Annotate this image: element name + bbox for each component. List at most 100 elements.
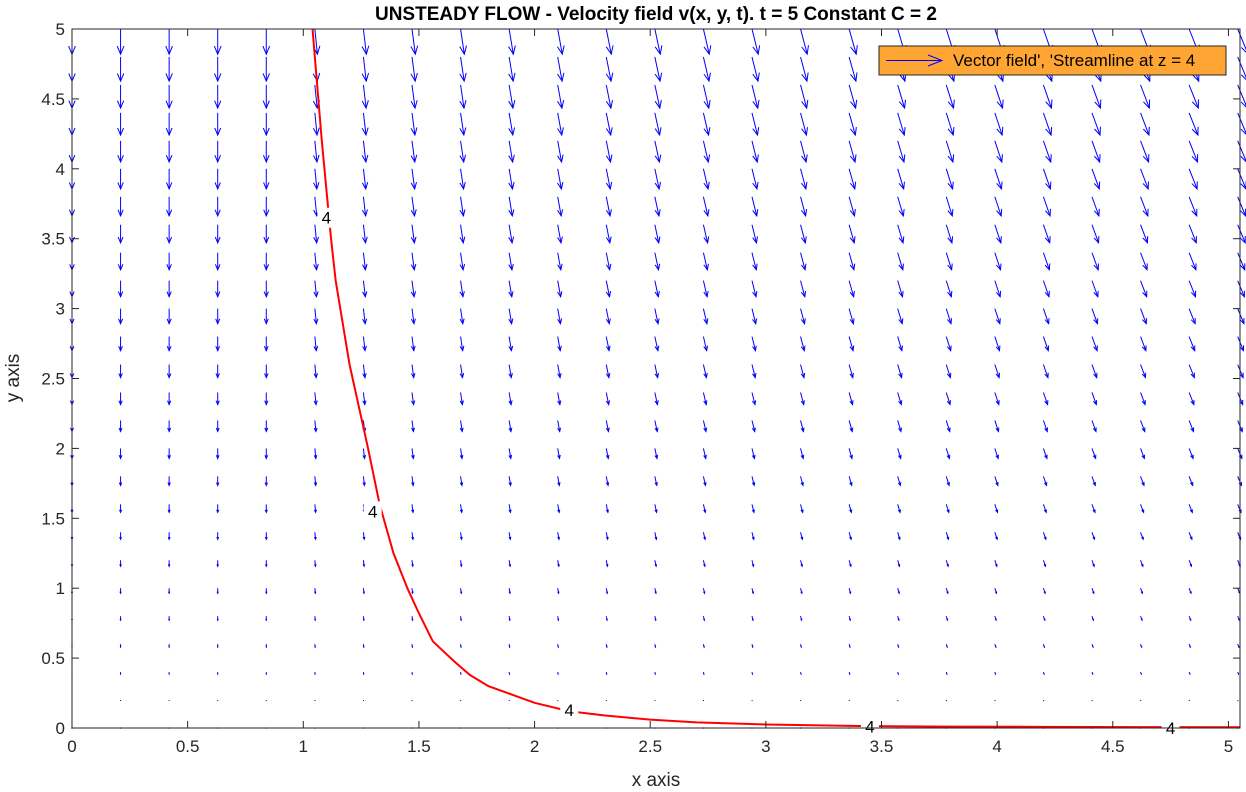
vector-arrow [1237, 671, 1240, 676]
vector-arrow [167, 504, 171, 514]
vector-arrow [751, 196, 759, 218]
vector-arrow [848, 420, 854, 433]
vector-arrow [605, 504, 609, 514]
vector-arrow [848, 308, 855, 325]
vector-arrow [508, 476, 512, 487]
vector-arrow [557, 224, 563, 245]
vector-arrow [508, 616, 511, 622]
vector-arrow [214, 140, 222, 164]
contour-label: 4 [322, 209, 331, 228]
x-tick-label: 3.5 [870, 737, 894, 756]
vector-arrow [362, 448, 367, 460]
vector-arrow [751, 392, 757, 406]
vector-arrow [994, 308, 1001, 325]
vector-arrow [605, 392, 611, 406]
vector-arrow [1140, 615, 1143, 622]
vector-arrow [1237, 336, 1245, 352]
vector-arrow [167, 420, 172, 433]
vector-arrow [605, 616, 608, 622]
vector-arrow [848, 224, 856, 245]
vector-arrow [165, 168, 173, 191]
vector-arrow [216, 532, 220, 541]
vector-arrow [1237, 308, 1245, 325]
vector-arrow [1042, 224, 1051, 245]
vector-arrow [262, 112, 270, 137]
vector-arrow [362, 672, 365, 676]
vector-arrow [557, 336, 562, 352]
vector-arrow [654, 308, 660, 325]
vector-arrow [1188, 336, 1196, 352]
vector-arrow [654, 616, 657, 622]
contour-label-background [363, 501, 382, 522]
vector-arrow [702, 112, 711, 137]
vector-arrow [214, 196, 221, 218]
vector-arrow [848, 532, 852, 541]
vector-arrow [1140, 560, 1144, 568]
vector-arrow [263, 308, 269, 325]
vector-arrow [702, 560, 706, 568]
vector-arrow [994, 280, 1002, 298]
vector-arrow [654, 420, 659, 433]
vector-arrow [605, 560, 609, 568]
vector-arrow [1042, 504, 1047, 514]
vector-arrow [1188, 196, 1198, 218]
vector-arrow [263, 168, 270, 191]
vector-arrow [459, 336, 465, 352]
vector-arrow [702, 448, 707, 460]
vector-arrow [751, 364, 757, 379]
vector-arrow [654, 56, 663, 83]
vector-arrow [994, 504, 999, 514]
vector-arrow [216, 588, 219, 595]
vector-arrow [605, 448, 610, 460]
vector-arrow [459, 448, 464, 460]
vector-arrow [117, 112, 125, 137]
vector-arrow [313, 308, 319, 325]
vector-arrow [848, 364, 854, 379]
vector-arrow [1237, 615, 1240, 622]
vector-arrow [312, 140, 320, 164]
y-tick-label: 3.5 [41, 230, 65, 249]
vector-arrow [508, 252, 514, 272]
vector-arrow [654, 476, 658, 487]
vector-arrow [654, 140, 662, 164]
vector-arrow [216, 504, 220, 514]
vector-arrow [313, 420, 318, 433]
vector-arrow [994, 588, 998, 595]
vector-arrow [263, 224, 270, 245]
vector-arrow [557, 112, 564, 137]
vector-arrow [214, 56, 222, 83]
contour-label: 4 [865, 718, 874, 737]
vector-arrow [167, 532, 171, 541]
vector-arrow [751, 168, 759, 191]
vector-arrow [118, 308, 124, 325]
vector-arrow [994, 140, 1003, 164]
vector-arrow [605, 476, 610, 487]
vector-arrow [1188, 168, 1198, 191]
vector-arrow [1042, 671, 1045, 676]
vector-arrow [314, 644, 316, 649]
vector-arrow [751, 560, 755, 568]
y-tick-label: 4.5 [41, 90, 65, 109]
vector-arrow [751, 476, 756, 487]
vector-arrow [1091, 280, 1099, 298]
vector-arrow [994, 616, 997, 622]
vector-arrow [119, 504, 123, 514]
vector-arrow [1042, 336, 1050, 352]
vector-arrow [362, 532, 366, 541]
vector-arrow [654, 168, 661, 191]
vector-arrow [362, 616, 365, 622]
vector-arrow [263, 336, 269, 352]
vector-arrow [508, 140, 515, 164]
vector-arrow [118, 392, 123, 406]
vector-arrow [214, 252, 221, 272]
vector-arrow [1237, 252, 1246, 271]
vector-arrow [848, 280, 855, 298]
vector-arrow [314, 588, 317, 595]
vector-arrow [654, 224, 661, 245]
vector-arrow [897, 252, 904, 272]
vector-arrow [362, 280, 368, 299]
vector-arrow [751, 336, 757, 352]
vector-arrow [459, 196, 466, 218]
vector-arrow [1042, 308, 1050, 325]
